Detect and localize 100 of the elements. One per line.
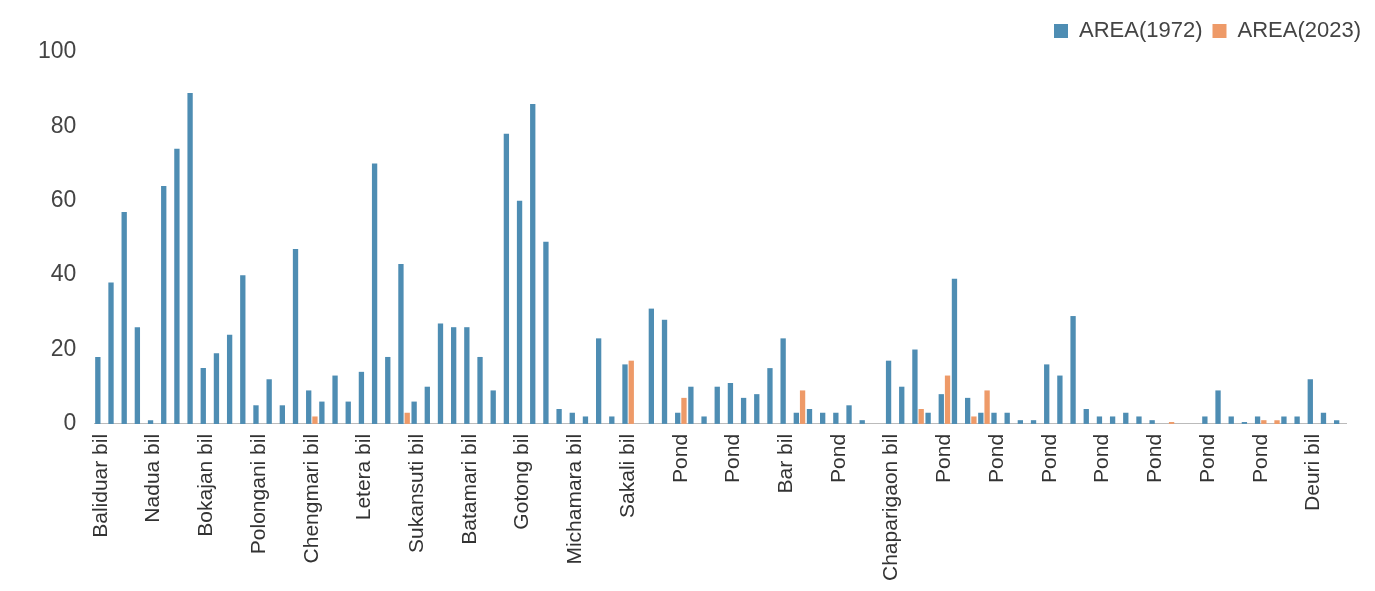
bar — [681, 397, 687, 424]
x-tick-label: Bokajan bil — [193, 433, 217, 537]
bar — [1149, 420, 1155, 424]
bar — [240, 275, 246, 424]
x-tick-label: Deuri bil — [1300, 433, 1324, 511]
bar — [530, 104, 536, 424]
x-tick-label: Pond — [1194, 433, 1218, 483]
bar — [1044, 364, 1050, 424]
bar — [978, 412, 984, 424]
y-tick-label: 100 — [38, 37, 77, 64]
bar — [899, 386, 905, 424]
bar — [437, 323, 444, 424]
bar — [200, 368, 206, 424]
bar — [1274, 420, 1280, 424]
bar — [464, 327, 470, 424]
bar — [714, 386, 720, 424]
bar — [174, 148, 180, 424]
bar — [991, 412, 997, 424]
x-tick-label: Gotong bil — [509, 433, 533, 530]
bar — [1096, 416, 1103, 424]
bar — [345, 401, 351, 424]
bar — [1123, 412, 1129, 424]
bar — [846, 405, 852, 424]
bar — [1057, 375, 1063, 424]
bar — [371, 163, 378, 424]
bar — [1202, 416, 1208, 424]
bar — [918, 409, 924, 424]
bar — [1017, 420, 1024, 424]
y-tick-label: 60 — [50, 186, 77, 213]
bar — [424, 386, 430, 424]
bar — [477, 356, 483, 424]
bar — [187, 92, 193, 424]
x-tick-label: Batamari bil — [456, 433, 480, 545]
bar — [622, 364, 628, 424]
bar — [319, 401, 325, 424]
bar — [543, 241, 549, 424]
bar — [925, 412, 931, 424]
bar — [701, 416, 707, 424]
bar — [161, 185, 167, 424]
bar — [1307, 379, 1313, 424]
bar — [1281, 416, 1287, 424]
bar — [793, 412, 799, 424]
bar — [1083, 409, 1089, 424]
bar — [1215, 390, 1221, 424]
bar — [1004, 412, 1010, 424]
bar — [1333, 420, 1340, 424]
x-tick-label: Pond — [931, 433, 955, 483]
bar — [628, 360, 634, 424]
bar — [971, 416, 977, 424]
bar — [1030, 420, 1037, 424]
x-tick-label: Pond — [1089, 433, 1113, 483]
bar — [648, 308, 655, 424]
bar — [661, 319, 668, 424]
bar — [964, 397, 971, 424]
x-tick-label: Baliduar bil — [87, 433, 111, 538]
bar — [799, 390, 806, 424]
bar — [754, 394, 760, 424]
bar — [569, 412, 575, 424]
x-tick-label: Chengmari bil — [298, 433, 322, 564]
bar — [398, 263, 404, 424]
x-tick-label: Michamara bil — [562, 433, 586, 565]
x-tick-label: Pond — [720, 433, 744, 483]
bar — [1261, 420, 1267, 424]
bar — [292, 249, 299, 424]
bar — [595, 338, 602, 424]
bar — [226, 334, 233, 424]
bar — [609, 416, 615, 424]
bar — [147, 420, 154, 424]
bar — [806, 409, 813, 424]
bar — [385, 356, 391, 424]
bar — [859, 420, 865, 424]
x-tick-label: Chaparigaon bil — [878, 433, 902, 582]
bar — [675, 412, 681, 424]
x-tick-label: Bar bil — [773, 433, 797, 494]
bar — [1070, 316, 1076, 424]
bar — [358, 371, 365, 424]
x-tick-label: Sukansuti bil — [404, 433, 428, 553]
bar — [582, 416, 589, 424]
y-tick-label: 0 — [63, 409, 77, 436]
x-tick-label: Pond — [825, 433, 849, 483]
bar — [1228, 416, 1234, 424]
bar — [1109, 416, 1116, 424]
y-tick-label: 80 — [50, 111, 77, 138]
bar — [332, 375, 338, 424]
y-tick-label: 20 — [50, 334, 77, 361]
x-tick-label: Pond — [667, 433, 691, 483]
bar — [780, 338, 786, 424]
x-tick-label: Nadua bil — [140, 433, 164, 523]
bar — [885, 360, 892, 424]
x-tick-label: Pond — [1247, 433, 1271, 483]
bar — [556, 409, 562, 424]
bar — [984, 390, 990, 424]
bar — [312, 416, 318, 424]
bar — [306, 390, 312, 424]
bar — [912, 349, 918, 424]
bar — [516, 200, 523, 424]
bar — [279, 405, 285, 424]
x-tick-label: Sakali bil — [614, 433, 638, 518]
bar — [503, 133, 510, 424]
bar — [253, 405, 259, 424]
